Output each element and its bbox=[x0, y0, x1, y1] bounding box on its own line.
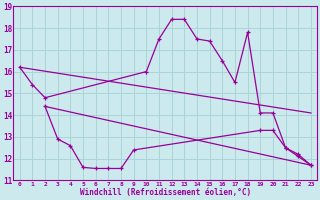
X-axis label: Windchill (Refroidissement éolien,°C): Windchill (Refroidissement éolien,°C) bbox=[80, 188, 251, 197]
